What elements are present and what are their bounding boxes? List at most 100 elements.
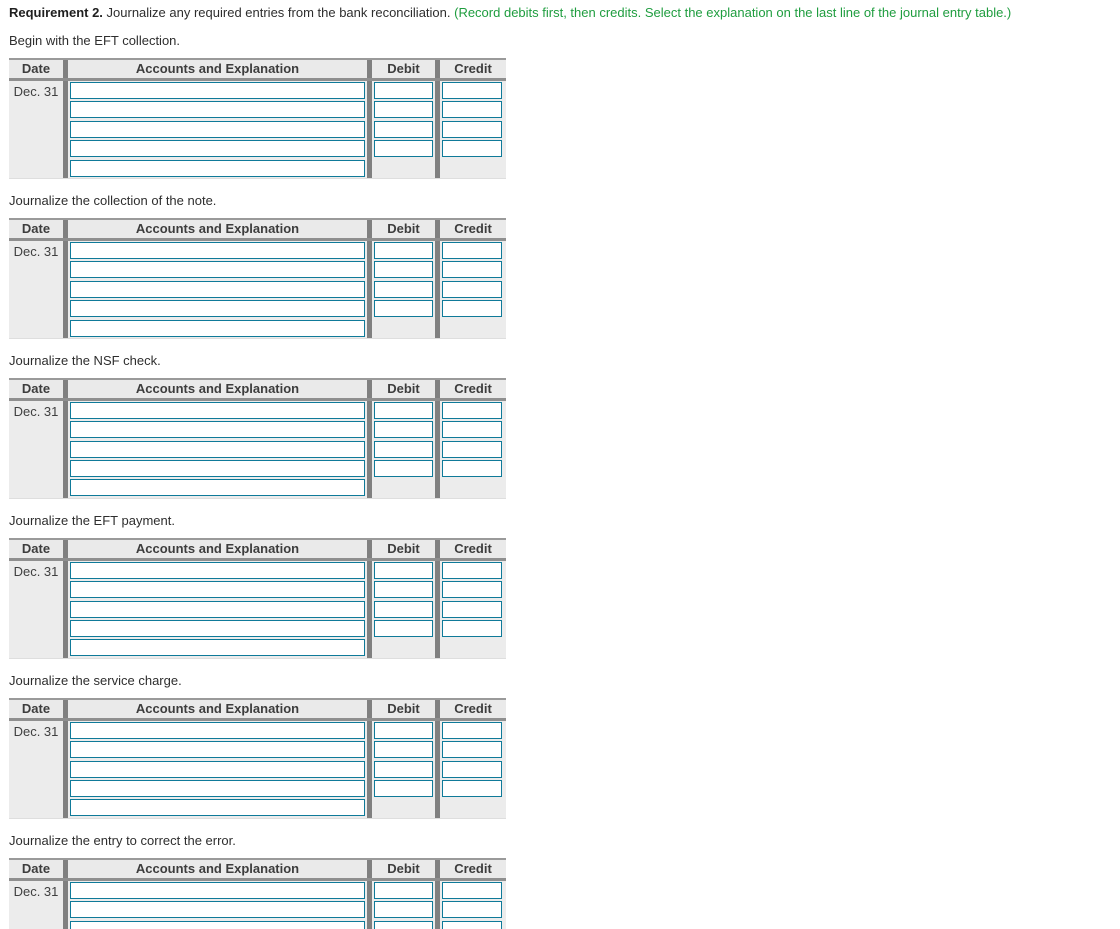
account-input[interactable] <box>70 600 365 618</box>
debit-input[interactable] <box>374 261 433 279</box>
debit-input[interactable] <box>374 600 433 618</box>
debit-input[interactable] <box>374 741 433 759</box>
account-input[interactable] <box>70 741 365 759</box>
header-underline <box>9 397 506 401</box>
credit-cell <box>440 81 506 101</box>
account-input[interactable] <box>70 460 365 478</box>
account-input[interactable] <box>70 920 365 929</box>
debit-input[interactable] <box>374 440 433 458</box>
credit-cell <box>440 880 506 901</box>
explanation-input[interactable] <box>70 479 365 497</box>
debit-cell <box>372 240 435 261</box>
column-divider <box>63 699 68 818</box>
credit-column-header: Credit <box>440 699 506 718</box>
credit-input[interactable] <box>442 920 502 929</box>
explanation-input[interactable] <box>70 639 365 657</box>
credit-input[interactable] <box>442 401 502 419</box>
debit-input[interactable] <box>374 581 433 599</box>
debit-input[interactable] <box>374 241 433 259</box>
debit-input[interactable] <box>374 561 433 579</box>
credit-input[interactable] <box>442 421 502 439</box>
account-input[interactable] <box>70 280 365 298</box>
account-input[interactable] <box>70 261 365 279</box>
account-input[interactable] <box>70 620 365 638</box>
credit-input[interactable] <box>442 101 502 119</box>
credit-input[interactable] <box>442 300 502 318</box>
account-input[interactable] <box>70 779 365 797</box>
date-column-header: Date <box>9 699 63 718</box>
account-cell <box>68 880 367 901</box>
credit-column-header: Credit <box>440 859 506 878</box>
credit-input[interactable] <box>442 440 502 458</box>
credit-input[interactable] <box>442 760 502 778</box>
explanation-input[interactable] <box>70 319 365 337</box>
column-divider <box>367 699 372 818</box>
credit-input[interactable] <box>442 460 502 478</box>
debit-input[interactable] <box>374 140 433 158</box>
debit-input[interactable] <box>374 721 433 739</box>
account-input[interactable] <box>70 421 365 439</box>
credit-input[interactable] <box>442 881 502 899</box>
date-column-header: Date <box>9 859 63 878</box>
account-cell <box>68 619 367 639</box>
account-input[interactable] <box>70 581 365 599</box>
account-input[interactable] <box>70 300 365 318</box>
debit-input[interactable] <box>374 901 433 919</box>
credit-input[interactable] <box>442 600 502 618</box>
debit-input[interactable] <box>374 82 433 99</box>
account-input[interactable] <box>70 101 365 119</box>
account-input[interactable] <box>70 401 365 419</box>
account-input[interactable] <box>70 561 365 579</box>
debit-cell <box>372 740 435 760</box>
debit-input[interactable] <box>374 920 433 929</box>
credit-input[interactable] <box>442 561 502 579</box>
header-underline <box>9 78 506 81</box>
credit-input[interactable] <box>442 261 502 279</box>
explanation-cell <box>68 158 367 178</box>
debit-input[interactable] <box>374 881 433 899</box>
explanation-input[interactable] <box>70 159 365 177</box>
debit-input[interactable] <box>374 280 433 298</box>
credit-input[interactable] <box>442 140 502 158</box>
credit-cell <box>440 100 506 120</box>
credit-input[interactable] <box>442 581 502 599</box>
credit-input[interactable] <box>442 280 502 298</box>
debit-input[interactable] <box>374 760 433 778</box>
credit-input[interactable] <box>442 82 502 99</box>
credit-column-header: Credit <box>440 379 506 398</box>
debit-input[interactable] <box>374 120 433 138</box>
debit-input[interactable] <box>374 401 433 419</box>
credit-input[interactable] <box>442 779 502 797</box>
debit-cell <box>372 139 435 159</box>
column-divider <box>63 60 68 178</box>
account-input[interactable] <box>70 140 365 158</box>
section-label: Journalize the collection of the note. <box>9 192 217 208</box>
debit-input[interactable] <box>374 460 433 478</box>
debit-input[interactable] <box>374 300 433 318</box>
journal-section: Journalize the EFT payment. Date Account… <box>9 513 1120 659</box>
credit-input[interactable] <box>442 741 502 759</box>
account-input[interactable] <box>70 901 365 919</box>
explanation-input[interactable] <box>70 799 365 817</box>
credit-cell <box>440 778 506 799</box>
credit-input[interactable] <box>442 120 502 138</box>
account-input[interactable] <box>70 881 365 899</box>
account-input[interactable] <box>70 120 365 138</box>
account-input[interactable] <box>70 82 365 99</box>
account-input[interactable] <box>70 440 365 458</box>
debit-input[interactable] <box>374 620 433 638</box>
debit-input[interactable] <box>374 779 433 797</box>
credit-cell <box>440 260 506 280</box>
account-input[interactable] <box>70 760 365 778</box>
credit-input[interactable] <box>442 721 502 739</box>
credit-input[interactable] <box>442 620 502 638</box>
account-cell <box>68 599 367 620</box>
column-divider <box>435 859 440 929</box>
debit-input[interactable] <box>374 101 433 119</box>
credit-cell <box>440 299 506 319</box>
debit-input[interactable] <box>374 421 433 439</box>
account-input[interactable] <box>70 721 365 739</box>
account-input[interactable] <box>70 241 365 259</box>
credit-input[interactable] <box>442 901 502 919</box>
credit-input[interactable] <box>442 241 502 259</box>
